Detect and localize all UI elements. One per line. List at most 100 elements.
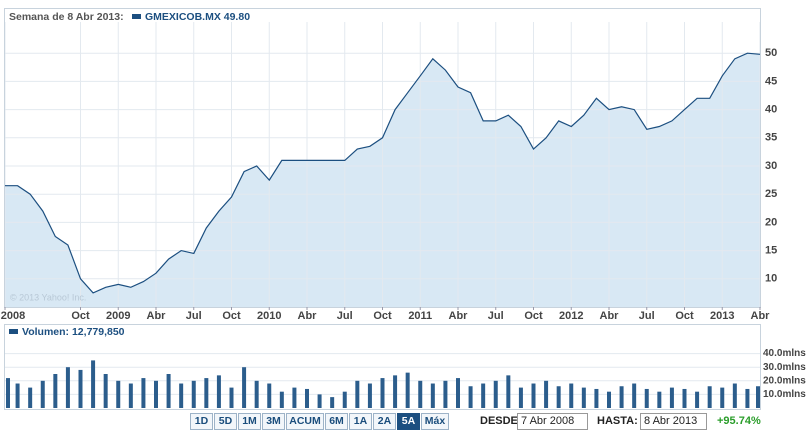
- volume-bar: [166, 374, 171, 408]
- range-button[interactable]: 3M: [262, 413, 285, 430]
- x-tick-label: Oct: [71, 310, 90, 322]
- x-tick-label: 2009: [106, 310, 130, 322]
- to-label: HASTA:: [597, 415, 638, 427]
- volume-bar: [65, 367, 70, 408]
- volume-bar: [91, 360, 96, 408]
- volume-bar: [28, 387, 33, 408]
- volume-bar: [128, 383, 133, 408]
- x-tick-label: Abr: [600, 310, 620, 322]
- volume-bar: [254, 380, 259, 408]
- y-tick-label: 10: [765, 273, 777, 285]
- x-tick-label: Oct: [524, 310, 543, 322]
- volume-bar: [191, 380, 196, 408]
- x-tick-label: Oct: [373, 310, 392, 322]
- y-tick-label: 20: [765, 216, 777, 228]
- x-tick-label: Oct: [675, 310, 694, 322]
- volume-bar: [342, 391, 347, 408]
- x-tick-label: Abr: [751, 310, 771, 322]
- volume-bar: [695, 391, 700, 408]
- range-button[interactable]: Máx: [421, 413, 449, 430]
- range-button[interactable]: 5D: [214, 413, 237, 430]
- y-tick-label: 30: [765, 160, 777, 172]
- x-tick-label: 2008: [1, 310, 25, 322]
- to-input[interactable]: 8 Abr 2013: [640, 413, 707, 430]
- x-tick-label: Abr: [449, 310, 469, 322]
- volume-bar: [430, 383, 435, 408]
- volume-bar: [418, 380, 423, 408]
- x-tick-label: 2013: [710, 310, 734, 322]
- x-tick-label: Oct: [222, 310, 241, 322]
- volume-bar: [317, 394, 322, 408]
- x-tick-label: 2012: [559, 310, 583, 322]
- volume-bar: [518, 387, 523, 408]
- from-label: DESDE:: [480, 415, 522, 427]
- volume-bar: [493, 380, 498, 408]
- x-tick-label: Jul: [639, 310, 655, 322]
- volume-bar: [267, 383, 272, 408]
- volume-bar: [481, 383, 486, 408]
- volume-bar: [594, 388, 599, 408]
- range-button[interactable]: 1M: [238, 413, 261, 430]
- volume-bar: [330, 397, 335, 408]
- volume-bar: [204, 378, 209, 408]
- range-button[interactable]: 1D: [190, 413, 213, 430]
- from-input[interactable]: 7 Abr 2008: [517, 413, 588, 430]
- volume-frame: [4, 324, 761, 410]
- volume-bar: [229, 387, 234, 408]
- volume-bar: [468, 386, 473, 408]
- range-button[interactable]: 1A: [349, 413, 372, 430]
- y-tick-label: 25: [765, 188, 777, 200]
- volume-bar: [607, 391, 611, 408]
- volume-bar: [707, 386, 712, 408]
- x-tick-label: Abr: [147, 310, 167, 322]
- volume-bar: [6, 378, 10, 408]
- y-tick-label: 50: [765, 47, 777, 59]
- x-tick-label: Abr: [298, 310, 318, 322]
- volume-bar: [355, 380, 360, 408]
- volume-bar: [745, 388, 750, 408]
- volume-bar: [78, 369, 83, 408]
- volume-bar: [405, 372, 410, 408]
- price-line: [5, 52, 761, 294]
- volume-bar: [619, 386, 624, 408]
- range-button[interactable]: 5A: [397, 413, 420, 430]
- y-tick-label: 20.0mlns: [763, 375, 806, 386]
- volume-bar: [756, 386, 760, 408]
- range-button[interactable]: ACUM: [286, 413, 324, 430]
- volume-swatch: [9, 329, 18, 334]
- volume-bar: [443, 380, 448, 408]
- volume-bar: [644, 388, 649, 408]
- y-tick-label: 40.0mlns: [763, 348, 806, 359]
- legend-swatch: [132, 14, 141, 19]
- volume-bar: [15, 383, 20, 408]
- legend-label: GMEXICOB.MX 49.80: [145, 11, 250, 23]
- volume-bar: [141, 378, 146, 408]
- volume-label: Volumen: 12,779,850: [22, 326, 125, 338]
- volume-bar: [393, 375, 398, 408]
- volume-bar: [669, 387, 674, 408]
- range-button[interactable]: 2A: [373, 413, 396, 430]
- volume-bar: [544, 380, 549, 408]
- range-button[interactable]: 6M: [325, 413, 348, 430]
- x-tick-label: 2011: [408, 310, 432, 322]
- volume-bar: [456, 378, 460, 408]
- volume-bar: [179, 383, 184, 408]
- volume-bar: [720, 387, 725, 408]
- y-tick-label: 45: [765, 75, 777, 87]
- volume-bar: [103, 374, 108, 408]
- volume-bar: [380, 378, 385, 408]
- volume-bar: [40, 380, 45, 408]
- y-tick-label: 40: [765, 104, 777, 116]
- change: +95.74%: [717, 415, 761, 427]
- volume-bar: [216, 375, 221, 408]
- volume-bar: [279, 391, 284, 408]
- y-tick-label: 10.0mlns: [763, 389, 806, 400]
- chart: Semana de 8 Abr 2013: GMEXICOB.MX 49.80 …: [1, 8, 806, 410]
- volume-bar: [242, 367, 247, 408]
- volume-bar: [367, 383, 372, 408]
- volume-bar: [292, 387, 297, 408]
- volume-bar: [116, 380, 121, 408]
- volume-bar: [556, 386, 561, 408]
- volume-bar: [305, 388, 309, 408]
